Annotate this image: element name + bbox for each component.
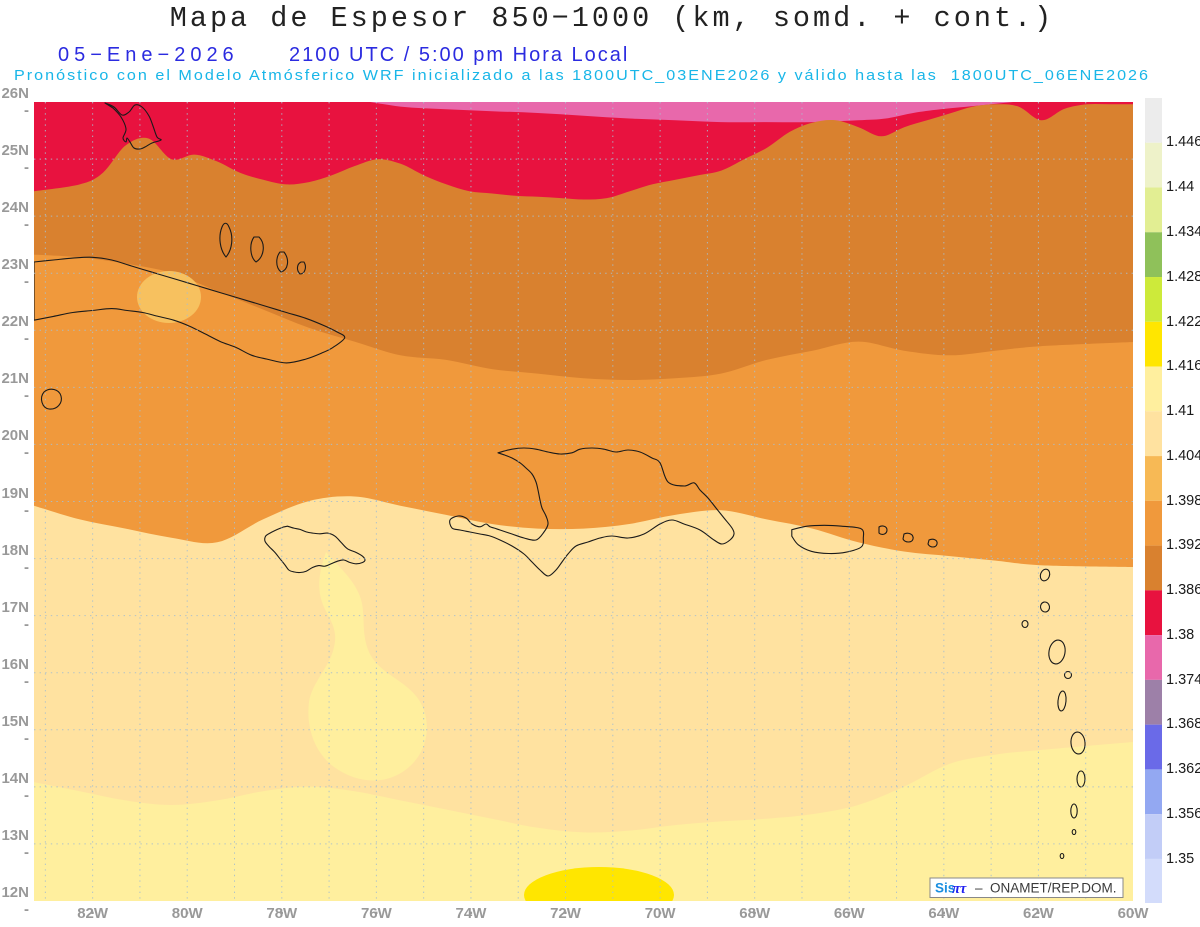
svg-text:πτ: πτ [952,881,967,897]
svg-text:– ONAMET/REP.DOM.: – ONAMET/REP.DOM. [975,881,1117,896]
